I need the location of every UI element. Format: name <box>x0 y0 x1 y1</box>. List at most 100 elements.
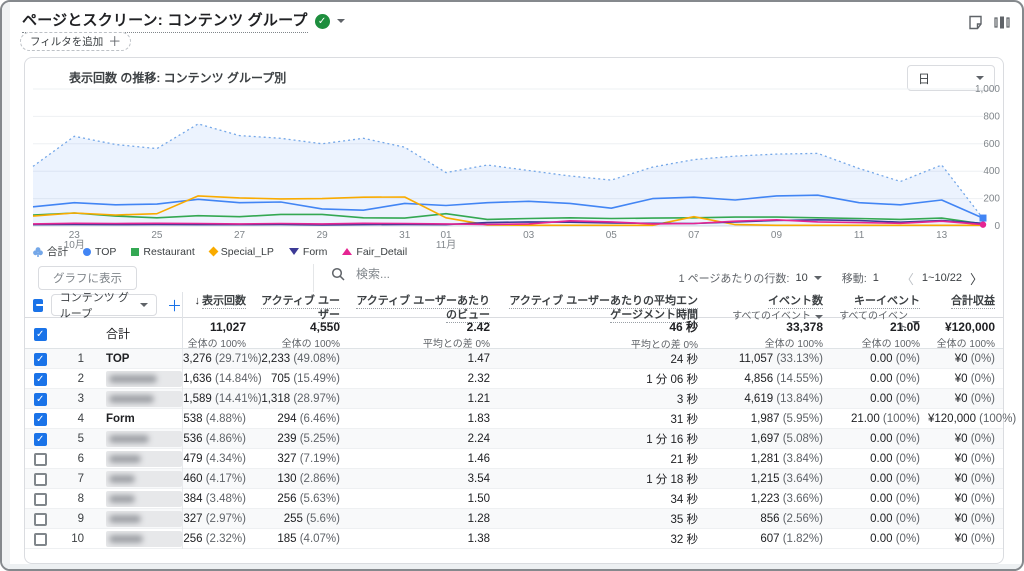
masked-name <box>106 391 182 407</box>
row-checkbox[interactable] <box>34 532 47 546</box>
rows-per-page-value[interactable]: 10 <box>795 272 808 284</box>
next-page-icon[interactable]: 〉 <box>969 271 983 287</box>
column-header[interactable]: アクティブ ユーザーあたりの平均エンゲージメント時間 <box>498 292 706 323</box>
toolbar-divider <box>313 264 314 292</box>
masked-name <box>106 471 182 487</box>
goto-input[interactable]: 1 <box>872 272 879 284</box>
legend-item[interactable]: Special_LP <box>208 246 274 258</box>
metric-cell: 255 (5.6%) <box>283 513 340 525</box>
row-checkbox[interactable] <box>34 352 47 366</box>
metric-cell: 1.21 <box>467 393 490 405</box>
circle-marker-icon <box>83 247 91 256</box>
legend-item[interactable]: TOP <box>83 246 116 258</box>
row-number: 7 <box>77 473 84 485</box>
row-number: 5 <box>77 433 84 445</box>
row-checkbox[interactable] <box>34 492 47 506</box>
granularity-select[interactable]: 日 <box>907 65 995 91</box>
row-checkbox[interactable] <box>34 372 47 386</box>
metric-cell: 35 秒 <box>670 514 699 526</box>
metric-cell: 3.54 <box>467 473 490 485</box>
column-header-label: キーイベント <box>854 295 920 309</box>
metric-cell: 0.00 (0%) <box>870 533 920 545</box>
metric-cell: 460 (4.17%) <box>183 473 246 485</box>
row-checkbox[interactable] <box>34 472 47 486</box>
metric-cell: 0.00 (0%) <box>870 513 920 525</box>
column-header-label: 表示回数 <box>202 295 246 309</box>
column-header-label: アクティブ ユーザー <box>261 295 340 323</box>
metric-cell: ¥0 (0%) <box>954 453 995 465</box>
event-scope-select[interactable]: すべてのイベント <box>835 311 920 336</box>
table-body: 1 TOP 3,276 (29.71%)2,233 (49.08%)1.4724… <box>25 349 1017 549</box>
metric-cell: 1,215 (3.64%) <box>750 473 823 485</box>
row-checkbox[interactable] <box>34 452 47 466</box>
masked-name <box>106 451 182 467</box>
legend-item[interactable]: 合計 <box>33 244 68 259</box>
metric-cell: 0.00 (0%) <box>870 453 920 465</box>
row-name-cell <box>93 469 183 489</box>
row-number: 4 <box>77 413 84 425</box>
totals-checkbox[interactable] <box>34 328 47 341</box>
metric-cell: 538 (4.88%) <box>183 413 246 425</box>
legend-label: 合計 <box>47 246 68 258</box>
legend-item[interactable]: Form <box>288 246 327 258</box>
row-number: 8 <box>77 493 84 505</box>
legend-item[interactable]: Restaurant <box>131 246 195 258</box>
column-header[interactable]: ↓ 表示回数 <box>183 292 254 309</box>
column-header[interactable]: アクティブ ユーザー <box>254 292 348 323</box>
add-filter-chip[interactable]: フィルタを追加 ＋ <box>20 32 132 51</box>
event-scope-label: すべてのイベント <box>839 310 908 335</box>
metric-cell: 32 秒 <box>670 534 699 546</box>
svg-text:800: 800 <box>983 111 1000 122</box>
chevron-down-icon[interactable] <box>813 276 822 280</box>
row-checkbox[interactable] <box>34 512 47 526</box>
masked-name <box>106 431 182 447</box>
dimension-select-label: コンテンツ グループ <box>59 292 129 320</box>
metric-cell: 1,636 (14.84%) <box>183 373 262 385</box>
data-quality-check-icon[interactable]: ✓ <box>314 13 330 29</box>
sort-desc-icon: ↓ <box>194 295 201 307</box>
row-name-cell <box>93 449 183 469</box>
metric-cell: 705 (15.49%) <box>270 373 340 385</box>
svg-text:11月: 11月 <box>436 239 456 251</box>
search-icon <box>331 267 345 281</box>
search-input[interactable] <box>354 266 554 282</box>
rows-per-page-label: 1 ページあたりの行数: <box>678 273 790 285</box>
row-checkbox[interactable] <box>34 412 47 426</box>
metric-cell: ¥0 (0%) <box>954 493 995 505</box>
column-header[interactable]: キーイベント すべてのイベント <box>831 292 928 336</box>
column-header[interactable]: 合計収益 <box>928 292 1003 309</box>
legend-label: TOP <box>95 245 117 258</box>
column-header-label: 合計収益 <box>951 295 995 309</box>
column-header[interactable]: イベント数 すべてのイベント <box>706 292 831 323</box>
dimension-select[interactable]: コンテンツ グループ <box>50 292 157 320</box>
metric-cell: ¥0 (0%) <box>954 433 995 445</box>
square-marker-icon <box>131 247 140 256</box>
metric-cell: ¥0 (0%) <box>954 373 995 385</box>
row-checkbox[interactable] <box>34 432 47 446</box>
svg-text:03: 03 <box>523 230 535 241</box>
metric-cell: 1.38 <box>467 533 490 545</box>
row-checkbox[interactable] <box>34 392 47 406</box>
compare-icon[interactable] <box>994 15 1010 30</box>
add-filter-label: フィルタを追加 <box>30 36 104 48</box>
select-all-checkbox[interactable] <box>33 298 44 312</box>
metric-cell: 479 (4.34%) <box>183 453 246 465</box>
metric-cell: 856 (2.56%) <box>760 513 823 525</box>
metric-cell: 256 (5.63%) <box>277 493 340 505</box>
metric-cell: 1 分 06 秒 <box>646 374 698 386</box>
column-header[interactable]: アクティブ ユーザーあたりのビュー <box>348 292 498 323</box>
add-dimension-button[interactable]: ＋ <box>166 297 182 315</box>
metric-cell: 1.46 <box>467 453 490 465</box>
metric-cell: ¥120,000 (100%) <box>928 413 1017 425</box>
plot-rows-button[interactable]: グラフに表示 <box>38 266 137 290</box>
note-icon[interactable] <box>968 15 983 30</box>
row-name-cell <box>93 389 183 409</box>
legend-item[interactable]: Fair_Detail <box>342 246 407 258</box>
prev-page-icon[interactable]: 〈 <box>900 271 914 287</box>
chevron-down-icon <box>912 321 920 326</box>
event-scope-select[interactable]: すべてのイベント <box>710 311 823 324</box>
svg-text:01: 01 <box>440 230 452 241</box>
metric-cell: 607 (1.82%) <box>760 533 823 545</box>
column-header-label: アクティブ ユーザーあたりのビュー <box>356 295 490 323</box>
chevron-down-icon[interactable] <box>336 19 345 23</box>
